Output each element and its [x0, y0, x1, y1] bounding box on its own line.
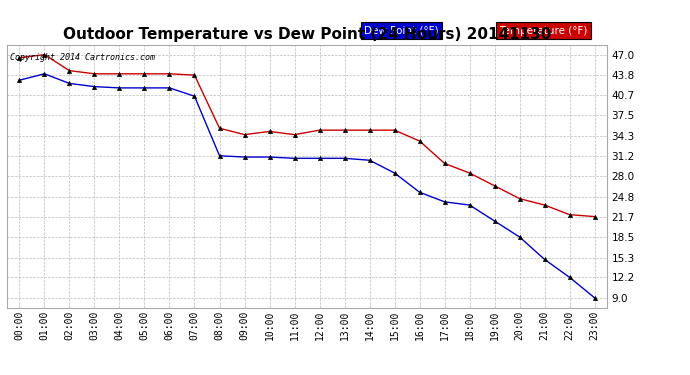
Text: Copyright 2014 Cartronics.com: Copyright 2014 Cartronics.com — [10, 53, 155, 62]
Text: Temperature (°F): Temperature (°F) — [499, 26, 587, 36]
Title: Outdoor Temperature vs Dew Point (24 Hours) 20141130: Outdoor Temperature vs Dew Point (24 Hou… — [63, 27, 551, 42]
Text: Dew Point (°F): Dew Point (°F) — [364, 26, 439, 36]
